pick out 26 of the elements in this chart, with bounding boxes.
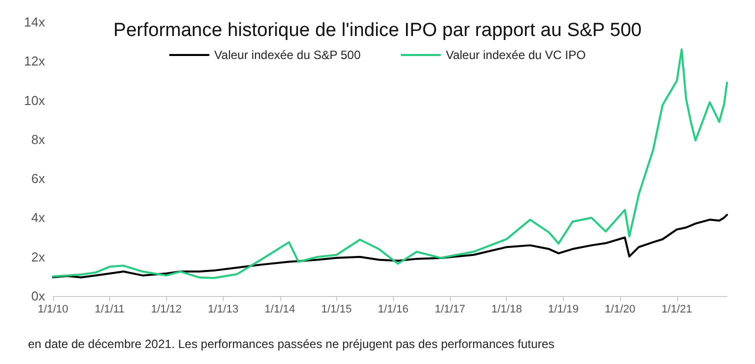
x-tick-label: 1/1/13 bbox=[208, 304, 238, 316]
x-tick-label: 1/1/14 bbox=[264, 304, 296, 316]
y-tick-label: 12x bbox=[24, 54, 46, 69]
x-tick-label: 1/1/10 bbox=[38, 304, 68, 316]
y-tick-label: 0x bbox=[31, 288, 46, 304]
y-tick-label: 10x bbox=[24, 92, 46, 108]
y-tick-label: 14x bbox=[24, 14, 46, 30]
x-tick-label: 1/1/18 bbox=[491, 304, 522, 316]
x-tick-label: 1/1/17 bbox=[434, 304, 466, 316]
x-tick-label: 1/1/15 bbox=[321, 304, 352, 316]
x-tick-label: 1/1/11 bbox=[94, 304, 125, 316]
x-tick-label: 1/1/12 bbox=[151, 304, 182, 316]
x-tick-label: 1/1/20 bbox=[604, 304, 636, 316]
legend-label: Valeur indexée du VC IPO bbox=[446, 48, 586, 62]
x-tick-label: 1/1/19 bbox=[548, 304, 579, 316]
y-tick-label: 2x bbox=[31, 249, 46, 264]
legend-label: Valeur indexée du S&P 500 bbox=[214, 48, 361, 62]
line-series bbox=[52, 48, 728, 279]
x-tick-label: 1/1/21 bbox=[662, 304, 692, 316]
y-tick-label: 8x bbox=[31, 132, 46, 147]
y-tick-label: 4x bbox=[31, 210, 46, 226]
text: en date de décembre 2021. Les performances passées ne préjugent pas des performances futures bbox=[28, 337, 554, 351]
line-series bbox=[52, 214, 728, 278]
chart-title: Performance historique de l'indice IPO par rapport au S&P 500 bbox=[113, 20, 642, 41]
y-tick-label: 6x bbox=[31, 171, 46, 186]
x-tick-label: 1/1/16 bbox=[378, 304, 408, 316]
